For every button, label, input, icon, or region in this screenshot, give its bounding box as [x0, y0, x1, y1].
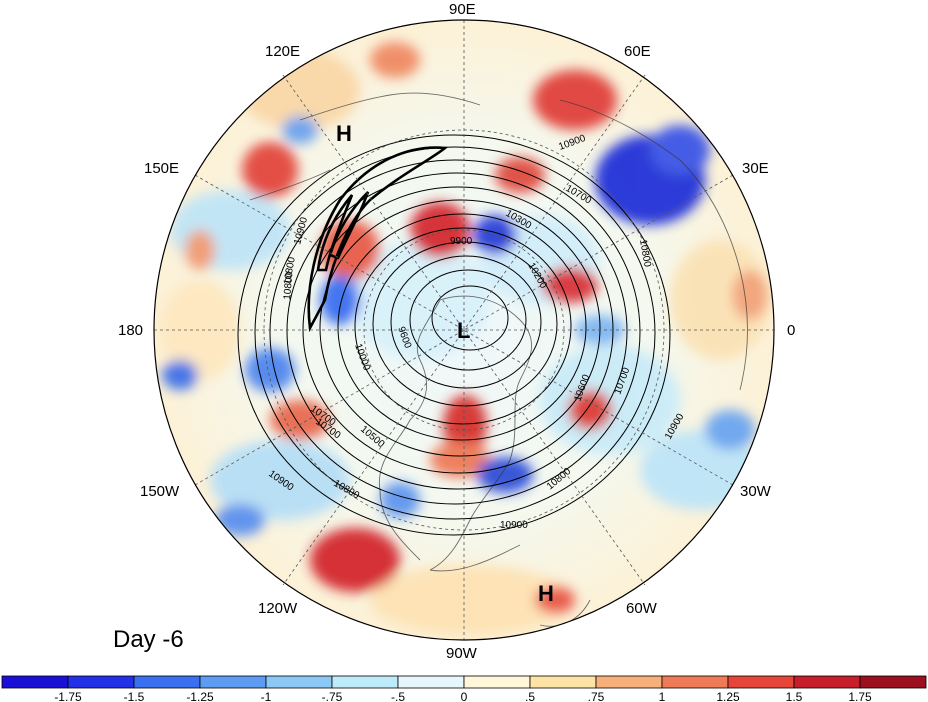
colorbar-tick-label: 1.25: [716, 690, 740, 702]
high-pressure-marker: H: [336, 121, 352, 146]
contour-label: 10800: [637, 239, 653, 269]
colorbar-swatch: [793, 675, 861, 689]
colorbar-swatch: [595, 675, 663, 689]
colorbar-swatch: [727, 675, 795, 689]
map-boundary: [153, 19, 775, 641]
colorbar-tick-label: -.5: [391, 690, 405, 702]
height-contours: [237, 134, 671, 536]
longitude-label: 90W: [446, 645, 478, 662]
colorbar-tick-label: .75: [588, 690, 605, 702]
colorbar-swatch: [463, 675, 531, 689]
longitude-label: 0: [787, 322, 795, 339]
contour-label: 10800: [282, 256, 298, 286]
longitude-label: 90E: [449, 1, 476, 18]
graticule: [154, 20, 774, 640]
longitude-label: 30W: [740, 483, 772, 500]
colorbar-tick-label: 0: [461, 690, 468, 702]
longitude-label: 120E: [265, 43, 300, 60]
colorbar: -1.75 -1.5 -1.25 -1 -.75 -.5 0 .5 .75 1 1.25 1.5 1.7…: [1, 675, 927, 702]
colorbar-swatch: [199, 675, 267, 689]
longitude-label: 180: [118, 322, 143, 339]
colorbar-tick-label: -1.5: [124, 690, 145, 702]
contour-label: 10900: [500, 520, 528, 531]
longitude-label: 150W: [140, 483, 180, 500]
contour-label: 9900: [450, 236, 473, 247]
ridge-contours: [307, 146, 449, 333]
longitude-label: 60W: [626, 600, 658, 617]
longitude-label: 30E: [742, 160, 769, 177]
high-pressure-marker: H: [538, 581, 554, 606]
longitude-label: 120W: [258, 600, 298, 617]
colorbar-swatch: [67, 675, 135, 689]
colorbar-swatch: [397, 675, 465, 689]
colorbar-tick-label: 1.5: [786, 690, 803, 702]
colorbar-swatch: [1, 675, 69, 689]
colorbar-swatch: [661, 675, 729, 689]
colorbar-swatch: [331, 675, 399, 689]
colorbar-swatch: [133, 675, 201, 689]
colorbar-swatch: [859, 675, 927, 689]
colorbar-swatch: [265, 675, 333, 689]
colorbar-tick-label: -1.75: [54, 690, 82, 702]
colorbar-tick-label: -1: [261, 690, 272, 702]
colorbar-tick-label: 1.75: [848, 690, 872, 702]
longitude-label: 60E: [624, 43, 651, 60]
colorbar-tick-label: -1.25: [186, 690, 214, 702]
colorbar-tick-label: -.75: [322, 690, 343, 702]
contour-label: 10800: [282, 271, 295, 300]
longitude-label: 150E: [144, 160, 179, 177]
colorbar-swatch: [529, 675, 597, 689]
colorbar-tick-label: .5: [525, 690, 535, 702]
low-pressure-marker: L: [457, 318, 470, 343]
colorbar-tick-label: 1: [659, 690, 666, 702]
panel-label: Day -6: [113, 626, 184, 653]
